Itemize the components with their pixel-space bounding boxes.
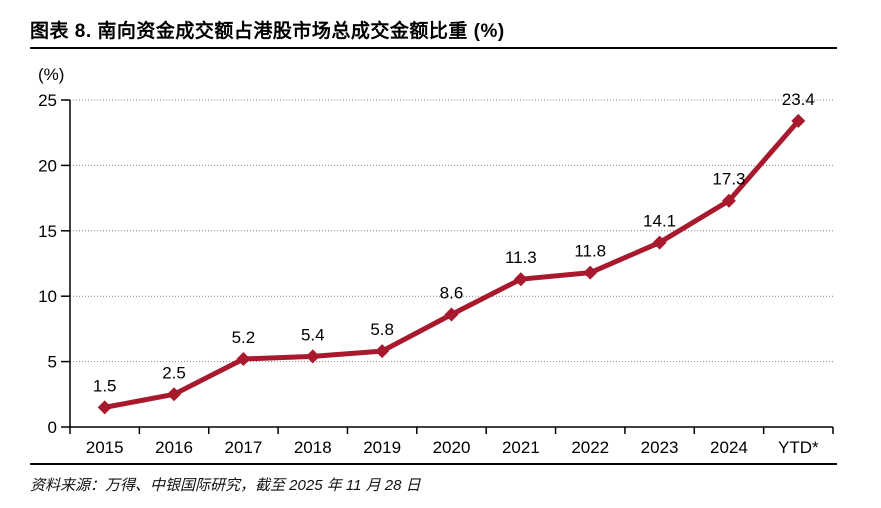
data-point-label: 17.3 [712,170,745,189]
y-axis-unit-label: (%) [38,65,64,84]
data-series-line [102,118,801,410]
x-tick-label: 2016 [155,438,193,457]
y-tick-label: 15 [38,222,57,241]
data-point-label: 11.8 [574,242,606,261]
x-tick-label: 2024 [710,438,748,457]
x-tick-label: 2021 [502,438,540,457]
x-tick-label: 2023 [641,438,679,457]
data-point-label: 5.2 [232,328,256,347]
title-divider [30,47,837,49]
data-point-marker [375,344,390,359]
data-point-marker [513,272,528,287]
data-point-marker [97,400,112,415]
data-point-label: 5.4 [301,325,325,344]
x-tick-label: 2018 [294,438,332,457]
y-tick-label: 20 [38,156,57,175]
x-tick-label: 2015 [86,438,124,457]
data-point-marker [167,387,182,402]
data-point-label: 1.5 [93,376,117,395]
y-tick-label: 0 [48,418,57,437]
x-tick-label: 2019 [363,438,401,457]
data-point-marker [236,351,251,366]
data-point-marker [444,307,459,322]
data-point-marker [791,113,806,128]
source-note: 资料来源：万得、中银国际研究，截至 2025 年 11 月 28 日 [30,477,421,494]
data-point-marker [305,349,320,364]
data-point-label: 5.8 [370,320,394,339]
data-point-label: 11.3 [505,248,537,267]
y-tick-label: 5 [48,353,57,372]
data-point-label: 23.4 [782,90,815,109]
data-point-label: 2.5 [162,363,186,382]
data-point-marker [721,193,736,208]
bottom-divider [30,463,837,465]
data-point-label: 8.6 [440,284,464,303]
x-tick-label: YTD* [778,438,819,457]
data-point-marker [652,235,667,250]
x-tick-label: 2017 [224,438,262,457]
data-point-label: 14.1 [643,212,676,231]
x-tick-label: 2020 [433,438,471,457]
y-tick-label: 25 [38,91,57,110]
figure-title: 图表 8. 南向资金成交额占港股市场总成交金额比重 (%) [30,21,505,42]
data-point-marker [583,265,598,280]
x-tick-label: 2022 [571,438,609,457]
y-tick-label: 10 [38,287,57,306]
